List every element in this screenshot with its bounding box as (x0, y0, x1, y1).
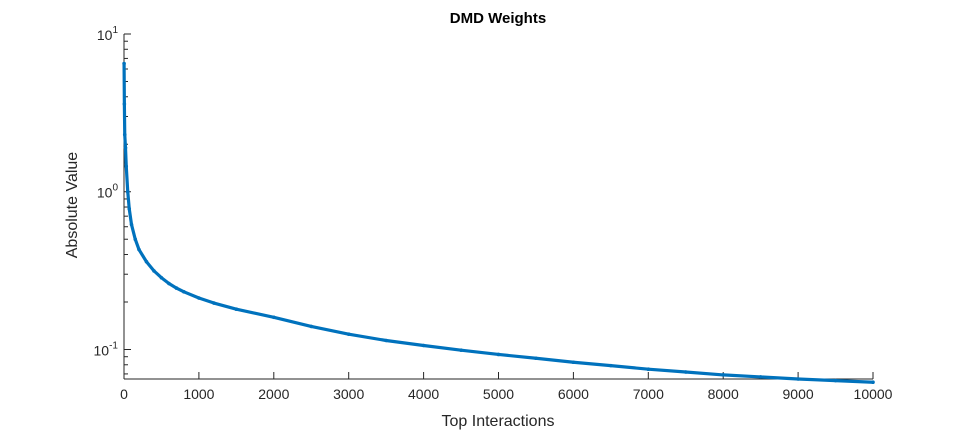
data-point (212, 301, 216, 305)
data-point (571, 360, 576, 365)
x-tick-label: 1000 (183, 386, 214, 402)
data-point (272, 315, 276, 320)
data-point (459, 348, 463, 352)
x-tick-label: 7000 (633, 386, 664, 402)
x-axis-label: Top Interactions (442, 413, 555, 430)
data-point (683, 370, 688, 374)
x-tick-label: 0 (120, 386, 128, 402)
y-tick-label: 10-1 (94, 340, 119, 358)
y-ticks: 101 100 10-1 (94, 25, 131, 375)
series-points (122, 61, 875, 385)
data-point (122, 61, 126, 66)
data-point (609, 363, 613, 368)
x-tick-label: 5000 (483, 386, 514, 402)
data-point (646, 367, 651, 371)
data-point (309, 324, 314, 329)
data-point (833, 378, 838, 383)
data-point (197, 296, 201, 300)
series-line (122, 61, 875, 384)
y-tick-label: 100 (97, 183, 119, 201)
data-point (496, 352, 501, 357)
data-point (125, 189, 130, 194)
x-tick-label: 9000 (783, 386, 814, 402)
axes (123, 34, 873, 380)
data-point (144, 259, 149, 264)
x-tick-label: 2000 (258, 386, 289, 402)
y-tick-label: 101 (97, 25, 119, 43)
data-point (124, 164, 129, 169)
data-point (137, 247, 141, 252)
data-point (758, 375, 763, 379)
data-point (234, 307, 239, 312)
x-tick-label: 10000 (854, 386, 893, 402)
data-point (152, 269, 156, 273)
x-tick-label: 3000 (333, 386, 364, 402)
chart-title: DMD Weights (450, 10, 546, 27)
data-point (159, 275, 164, 280)
data-point (123, 145, 128, 150)
data-point (122, 102, 127, 106)
x-tick-label: 4000 (408, 386, 439, 402)
data-point (133, 237, 138, 242)
data-point (182, 290, 186, 294)
x-ticks: 0 1000 2000 3000 4000 5000 6000 7000 8000 9000 100… (120, 372, 893, 402)
x-tick-label: 6000 (558, 386, 589, 402)
data-point (129, 222, 134, 227)
data-point (384, 338, 388, 343)
y-axis-label: Absolute Value (64, 152, 81, 259)
data-point (871, 380, 875, 385)
data-point (127, 206, 132, 211)
x-tick-label: 8000 (708, 386, 739, 402)
data-point (174, 286, 179, 290)
data-point (122, 132, 127, 137)
data-point (346, 332, 351, 337)
data-point (167, 281, 171, 286)
data-point (721, 373, 725, 377)
data-point (534, 356, 538, 361)
data-point (421, 343, 426, 348)
data-point (796, 377, 800, 381)
